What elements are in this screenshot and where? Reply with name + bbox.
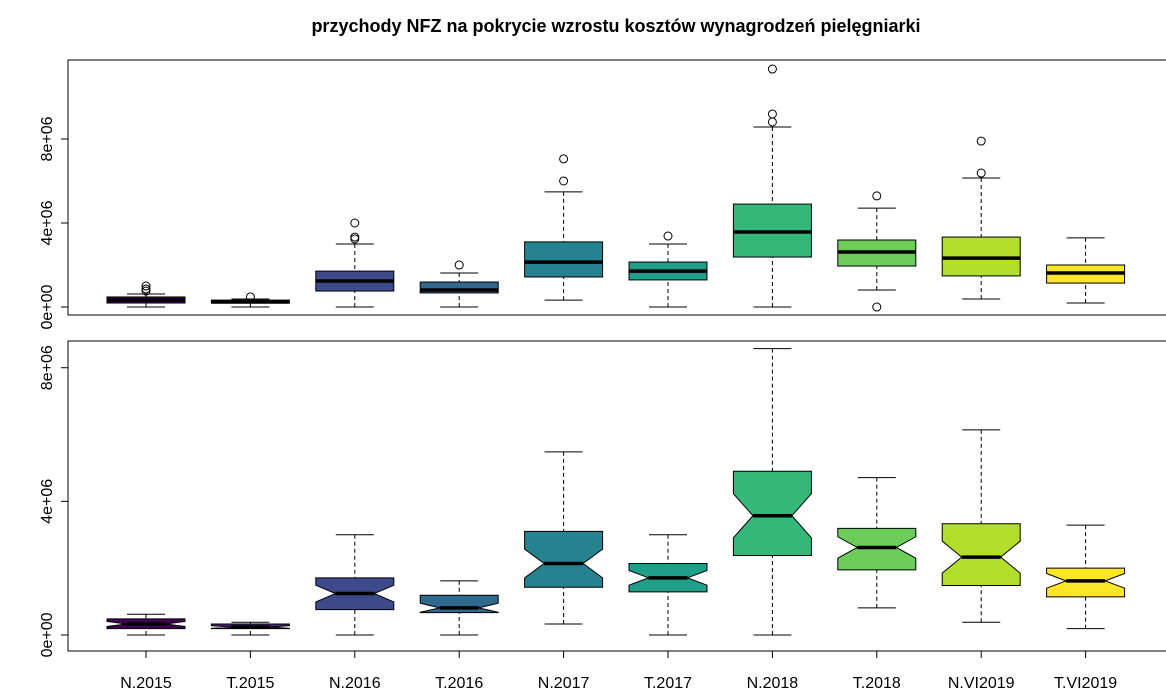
outlier — [350, 234, 360, 244]
outlier — [767, 109, 777, 119]
outlier — [350, 232, 360, 242]
x-tick-label: T.2018 — [853, 675, 901, 692]
chart-title: przychody NFZ na pokrycie wzrostu kosztó… — [311, 16, 920, 36]
x-tick-label: N.2015 — [120, 675, 172, 692]
outlier — [559, 176, 569, 186]
box — [419, 281, 499, 294]
outlier — [245, 292, 255, 302]
outlier — [663, 231, 673, 241]
x-tick-label: T.2015 — [226, 675, 274, 692]
x-tick-label: N.2017 — [538, 675, 590, 692]
plot-frame — [67, 340, 1166, 652]
outlier — [141, 286, 151, 296]
box — [732, 470, 812, 556]
outlier — [872, 302, 882, 312]
outlier — [767, 117, 777, 127]
outlier — [141, 284, 151, 294]
y-tick-label: 8e+06 — [39, 116, 56, 161]
y-tick-label: 8e+06 — [39, 345, 56, 390]
y-tick-label: 4e+06 — [39, 200, 56, 245]
outlier — [872, 191, 882, 201]
x-tick-label: T.VI2019 — [1054, 675, 1117, 692]
x-tick-label: N.VI2019 — [948, 675, 1015, 692]
box — [524, 530, 604, 588]
x-tick-label: T.2016 — [435, 675, 483, 692]
outlier — [454, 260, 464, 270]
outlier — [141, 281, 151, 291]
box — [941, 523, 1021, 587]
y-tick-label: 0e+00 — [39, 612, 56, 657]
box — [419, 594, 499, 614]
x-tick-label: N.2016 — [329, 675, 381, 692]
outlier — [976, 168, 986, 178]
x-tick-label: T.2017 — [644, 675, 692, 692]
box — [524, 241, 604, 278]
plot-frame — [67, 59, 1166, 316]
x-tick-label: N.2018 — [747, 675, 799, 692]
outlier — [350, 218, 360, 228]
outlier — [767, 64, 777, 74]
outlier — [559, 154, 569, 164]
y-tick-label: 0e+00 — [39, 284, 56, 329]
y-tick-label: 4e+06 — [39, 479, 56, 524]
outlier — [976, 136, 986, 146]
